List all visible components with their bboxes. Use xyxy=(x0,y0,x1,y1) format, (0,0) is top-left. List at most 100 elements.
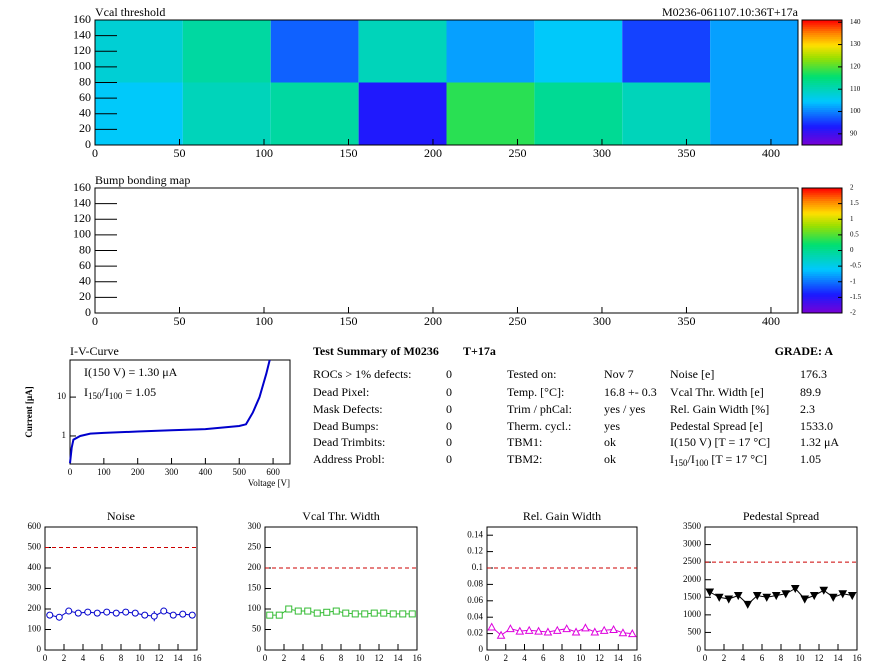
marker xyxy=(609,624,618,633)
colorbar-segment xyxy=(802,99,842,102)
x-tick-label: 10 xyxy=(356,653,366,663)
summary-value: 89.9 xyxy=(800,385,821,399)
chart-title: Bump bonding map xyxy=(95,173,190,187)
summary-value: 0 xyxy=(446,419,452,433)
colorbar-segment xyxy=(802,283,842,287)
summary-value: 0 xyxy=(446,385,452,399)
y-tick-label: 80 xyxy=(79,242,91,256)
x-tick-label: 2 xyxy=(282,653,287,663)
colorbar-segment xyxy=(802,26,842,29)
colorbar-segment xyxy=(802,292,842,295)
colorbar-segment xyxy=(802,298,842,301)
colorbar-segment xyxy=(802,80,842,83)
summary-value: 2.3 xyxy=(800,402,815,416)
colorbar-segment xyxy=(802,271,842,274)
x-tick-label: 16 xyxy=(193,653,203,663)
x-tick-label: 100 xyxy=(255,146,273,160)
heatmap-cell xyxy=(358,20,447,83)
colorbar-segment xyxy=(802,53,842,56)
marker xyxy=(46,611,54,619)
x-tick-label: 12 xyxy=(155,653,164,663)
x-tick-label: 14 xyxy=(614,653,624,663)
marker xyxy=(496,630,506,639)
y-axis-label: Current [μA] xyxy=(24,386,34,437)
chart-title: Vcal threshold xyxy=(95,5,165,19)
colorbar-segment xyxy=(802,288,842,291)
colorbar-segment xyxy=(802,188,842,191)
colorbar-segment xyxy=(802,242,842,245)
x-tick-label: 200 xyxy=(424,314,442,328)
colorbar-segment xyxy=(802,84,842,88)
annotation: I(150 V) = 1.30 μA xyxy=(84,365,178,379)
x-tick-label: 6 xyxy=(320,653,325,663)
colorbar-segment xyxy=(802,260,842,264)
x-tick-label: 400 xyxy=(199,467,213,477)
colorbar-segment xyxy=(802,300,842,304)
y-tick-label: 100 xyxy=(73,59,91,73)
colorbar-label: -1.5 xyxy=(850,293,862,301)
y-tick-label: 120 xyxy=(73,43,91,57)
plot-frame xyxy=(69,359,291,465)
colorbar-segment xyxy=(802,208,842,212)
x-tick-label: 250 xyxy=(508,146,526,160)
marker xyxy=(169,611,177,619)
marker xyxy=(285,605,293,613)
colorbar-segment xyxy=(802,285,842,289)
colorbar-segment xyxy=(802,225,842,229)
summary-value: yes / yes xyxy=(604,402,646,416)
colorbar-segment xyxy=(802,294,842,297)
y-tick-label: 400 xyxy=(28,562,42,572)
x-tick-label: 150 xyxy=(339,146,357,160)
marker xyxy=(74,609,82,617)
colorbar-segment xyxy=(802,306,842,310)
marker xyxy=(304,607,312,615)
chart-title: Pedestal Spread xyxy=(743,509,819,523)
colorbar-segment xyxy=(802,32,842,36)
x-tick-label: 350 xyxy=(677,146,695,160)
colorbar-segment xyxy=(802,67,842,71)
marker xyxy=(752,592,762,601)
chart-title: Rel. Gain Width xyxy=(523,509,601,523)
marker xyxy=(847,592,857,601)
x-tick-label: 600 xyxy=(266,467,280,477)
chart-title: Vcal Thr. Width xyxy=(302,509,379,523)
marker xyxy=(771,592,781,601)
colorbar-segment xyxy=(802,130,842,133)
marker xyxy=(84,608,92,616)
colorbar-segment xyxy=(802,227,842,231)
subscript: 100 xyxy=(695,458,709,468)
colorbar-segment xyxy=(802,296,842,299)
marker xyxy=(838,590,848,599)
colorbar-label: 1.5 xyxy=(850,199,859,207)
summary-label: Tested on: xyxy=(507,367,556,381)
heatmap-cell xyxy=(358,82,447,145)
x-axis-label: Voltage [V] xyxy=(248,478,290,488)
text-part: I xyxy=(84,385,88,399)
marker xyxy=(714,593,724,602)
x-tick-label: 4 xyxy=(301,653,306,663)
heatmap-cell xyxy=(182,20,271,83)
heatmap-cell xyxy=(182,82,271,145)
marker xyxy=(380,609,388,617)
colorbar-segment xyxy=(802,290,842,293)
colorbar-segment xyxy=(802,59,842,63)
x-tick-label: 250 xyxy=(508,314,526,328)
x-tick-label: 6 xyxy=(541,653,546,663)
colorbar-segment xyxy=(802,192,842,195)
marker xyxy=(762,593,772,602)
colorbar-segment xyxy=(802,45,842,48)
colorbar-label: 110 xyxy=(850,85,861,93)
marker xyxy=(506,624,515,633)
y-tick-label: 140 xyxy=(73,195,91,209)
x-tick-label: 300 xyxy=(593,146,611,160)
colorbar-segment xyxy=(802,210,842,214)
marker xyxy=(323,608,331,616)
y-tick-label: 0.1 xyxy=(472,562,483,572)
colorbar-segment xyxy=(802,117,842,121)
y-tick-label: 1 xyxy=(62,430,67,440)
x-tick-label: 50 xyxy=(173,314,185,328)
y-tick-label: 160 xyxy=(73,12,91,26)
colorbar-segment xyxy=(802,72,842,75)
subscript: 100 xyxy=(109,391,123,401)
